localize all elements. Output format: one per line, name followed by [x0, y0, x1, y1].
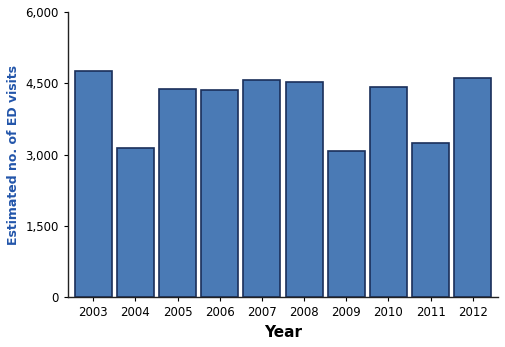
X-axis label: Year: Year	[264, 325, 302, 340]
Bar	[117, 147, 154, 297]
Bar	[243, 81, 280, 297]
Bar	[370, 87, 407, 297]
Bar	[201, 90, 238, 297]
Bar	[454, 78, 491, 297]
Bar	[285, 82, 323, 297]
Y-axis label: Estimated no. of ED visits: Estimated no. of ED visits	[7, 65, 20, 245]
Bar	[412, 143, 449, 297]
Bar	[75, 71, 112, 297]
Bar	[159, 88, 196, 297]
Bar	[328, 151, 365, 297]
